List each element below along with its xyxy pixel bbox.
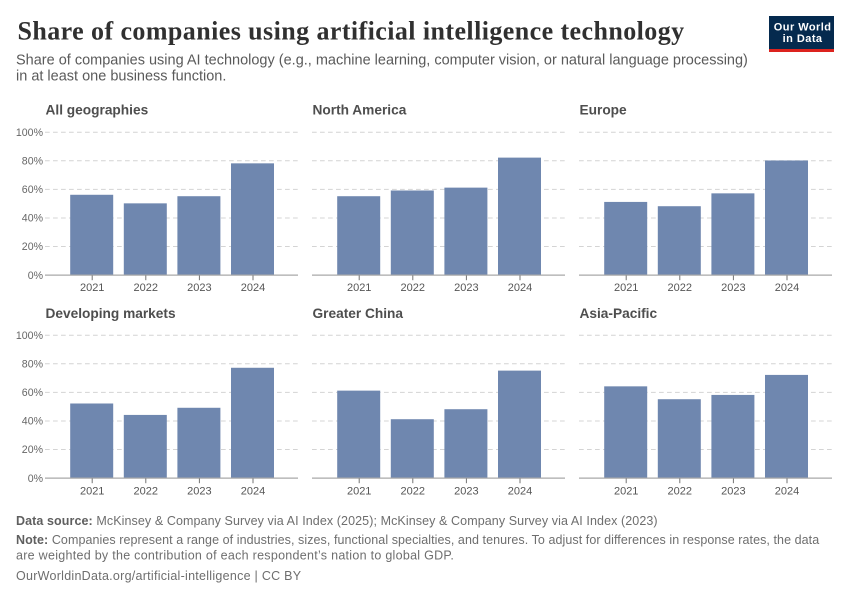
svg-text:2023: 2023 xyxy=(721,282,745,294)
svg-text:40%: 40% xyxy=(22,416,44,428)
svg-text:80%: 80% xyxy=(22,358,44,370)
svg-text:2021: 2021 xyxy=(614,486,638,498)
svg-text:2022: 2022 xyxy=(668,486,692,498)
svg-text:2021: 2021 xyxy=(80,282,104,294)
svg-text:Share of companies using AI te: Share of companies using AI technology (… xyxy=(16,52,748,68)
svg-text:2023: 2023 xyxy=(187,282,211,294)
svg-text:2024: 2024 xyxy=(241,282,265,294)
svg-text:Share of companies using artif: Share of companies using artificial inte… xyxy=(18,17,685,46)
svg-text:2024: 2024 xyxy=(508,486,532,498)
svg-text:2023: 2023 xyxy=(454,282,478,294)
svg-text:Greater China: Greater China xyxy=(313,306,404,321)
svg-text:2024: 2024 xyxy=(241,486,265,498)
svg-text:2023: 2023 xyxy=(187,486,211,498)
svg-text:2022: 2022 xyxy=(401,486,425,498)
svg-text:2021: 2021 xyxy=(80,486,104,498)
svg-text:are weighted by the contributi: are weighted by the contribution of each… xyxy=(16,548,454,562)
svg-text:20%: 20% xyxy=(22,241,44,253)
svg-text:2021: 2021 xyxy=(347,486,371,498)
svg-text:North America: North America xyxy=(313,103,407,118)
svg-text:Europe: Europe xyxy=(580,103,628,118)
svg-text:2022: 2022 xyxy=(134,486,158,498)
svg-text:80%: 80% xyxy=(22,155,44,167)
svg-text:2023: 2023 xyxy=(721,486,745,498)
svg-text:0%: 0% xyxy=(28,270,44,282)
svg-text:All geographies: All geographies xyxy=(46,103,149,118)
svg-text:2021: 2021 xyxy=(614,282,638,294)
svg-text:2022: 2022 xyxy=(668,282,692,294)
svg-text:Note: Companies represent a ra: Note: Companies represent a range of ind… xyxy=(16,533,819,547)
svg-text:in Data: in Data xyxy=(783,33,823,45)
svg-text:0%: 0% xyxy=(28,473,44,485)
svg-text:2021: 2021 xyxy=(347,282,371,294)
svg-text:in at least one business funct: in at least one business function. xyxy=(16,69,226,85)
svg-text:2022: 2022 xyxy=(401,282,425,294)
svg-text:2024: 2024 xyxy=(775,486,799,498)
svg-text:60%: 60% xyxy=(22,387,44,399)
svg-text:60%: 60% xyxy=(22,184,44,196)
svg-text:40%: 40% xyxy=(22,213,44,225)
svg-text:2023: 2023 xyxy=(454,486,478,498)
svg-text:Developing markets: Developing markets xyxy=(46,306,176,321)
svg-text:2024: 2024 xyxy=(508,282,532,294)
svg-text:Data source: McKinsey & Compan: Data source: McKinsey & Company Survey v… xyxy=(16,514,658,528)
svg-text:100%: 100% xyxy=(16,330,44,342)
svg-text:100%: 100% xyxy=(16,127,44,139)
svg-text:Our World: Our World xyxy=(774,21,832,33)
svg-text:20%: 20% xyxy=(22,444,44,456)
svg-text:2022: 2022 xyxy=(134,282,158,294)
svg-text:2024: 2024 xyxy=(775,282,799,294)
svg-text:OurWorldinData.org/artificial-: OurWorldinData.org/artificial-intelligen… xyxy=(16,569,302,583)
svg-text:Asia-Pacific: Asia-Pacific xyxy=(580,306,658,321)
